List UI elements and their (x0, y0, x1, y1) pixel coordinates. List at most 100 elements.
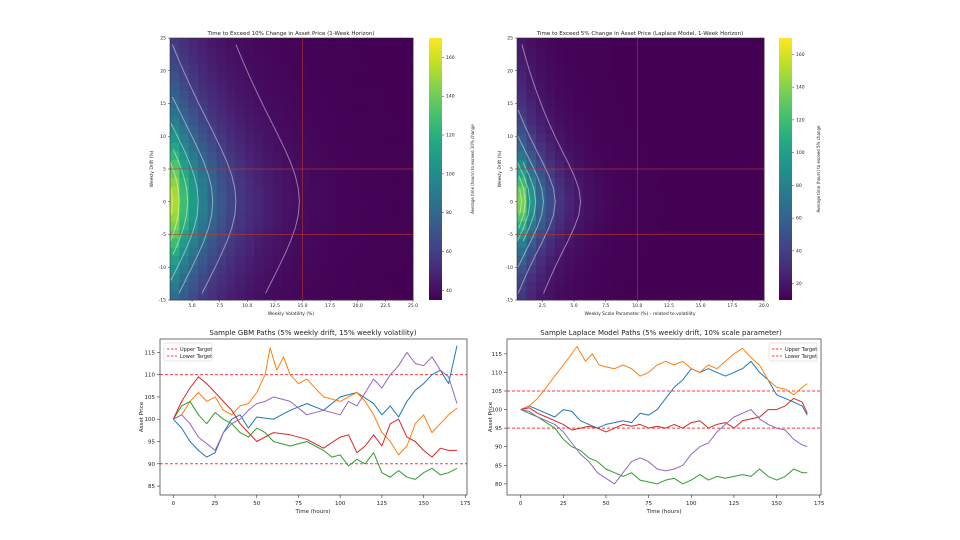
heatmap-cell (272, 55, 283, 65)
heatmap-cell (300, 212, 311, 222)
heatmap-cell (403, 169, 414, 179)
heatmap-cell (745, 142, 755, 152)
heatmap-cell (564, 247, 575, 257)
heatmap-cell (602, 46, 613, 56)
heatmap-cell (300, 107, 311, 117)
heatmap-cell (254, 90, 264, 100)
heatmap-cell (650, 134, 660, 144)
heatmap-cell (356, 195, 367, 205)
heatmap-cell (328, 142, 339, 152)
heatmap-cell (726, 81, 736, 91)
heatmap-cell (707, 38, 717, 48)
contour-line (516, 162, 531, 242)
heatmap-cell (170, 125, 180, 135)
heatmap-cell (545, 38, 556, 48)
y-tick-label: 95 (495, 426, 502, 432)
heatmap-cell (366, 247, 377, 257)
series-line (520, 397, 808, 433)
heatmap-cell (517, 125, 527, 135)
heatmap-cell (291, 221, 302, 231)
heatmap-cell (707, 125, 717, 135)
heatmap-cell (745, 212, 755, 222)
heatmap-cell (564, 195, 575, 205)
heatmap-cell (612, 212, 622, 222)
heatmap-cell (207, 221, 218, 231)
heatmap-cell (226, 238, 236, 248)
heatmap-cell (593, 160, 603, 170)
heatmap-cell (735, 72, 746, 83)
heatmap-cell (726, 212, 736, 222)
heatmap-cell (216, 160, 227, 170)
heatmap-cell (263, 90, 274, 100)
chart-title: Sample Laplace Model Paths (5% weekly dr… (540, 329, 782, 337)
heatmap-cell (555, 212, 565, 222)
heatmap-cell (356, 81, 367, 91)
heatmap-cell (678, 134, 689, 144)
colorbar-tick-label: 80 (446, 210, 452, 216)
heatmap-cell (216, 38, 227, 48)
heatmap-cell (612, 90, 622, 100)
heatmap-cell (347, 238, 358, 248)
x-tick-label: 175 (814, 501, 825, 507)
heatmap-cell (593, 256, 603, 266)
heatmap-cell (356, 151, 367, 161)
heatmap-cell (745, 134, 755, 144)
x-tick-label: 15.0 (298, 303, 308, 309)
heatmap-cell (678, 177, 689, 187)
heatmap-cell (282, 107, 292, 117)
heatmap-cell (226, 90, 236, 100)
heatmap-cell (300, 256, 311, 266)
y-tick-label: 100 (492, 408, 503, 414)
heatmap-cell (198, 55, 208, 65)
heatmap-cell (659, 203, 670, 214)
heatmap-cell (536, 238, 546, 248)
heatmap-cell (612, 195, 622, 205)
x-axis-label: Weekly Volatility (%) (268, 311, 315, 317)
heatmap-cell (263, 265, 274, 275)
heatmap-cell (338, 72, 348, 83)
chart-title: Sample GBM Paths (5% weekly drift, 15% w… (209, 329, 416, 337)
heatmap-cell (650, 116, 660, 126)
heatmap-cell (291, 273, 302, 283)
heatmap-cell (384, 125, 395, 135)
heatmap-cell (697, 256, 708, 266)
heatmap-cell (272, 221, 283, 231)
heatmap-cell (188, 142, 199, 152)
heatmap-cell (678, 142, 689, 152)
heatmap-cell (602, 55, 613, 65)
heatmap-cell (170, 38, 180, 48)
y-tick-label: 115 (492, 352, 503, 358)
x-tick-label: 10.0 (242, 303, 252, 309)
heatmap-cell (244, 134, 255, 144)
heatmap-cell (602, 125, 613, 135)
heatmap-cell (612, 265, 622, 275)
heatmap-cell (198, 116, 208, 126)
heatmap-cell (612, 221, 622, 231)
heatmap-cell (244, 238, 255, 248)
heatmap-cell (300, 221, 311, 231)
heatmap-cell (726, 64, 736, 74)
heatmap-cell (384, 134, 395, 144)
heatmap-cell (216, 99, 227, 109)
x-tick-label: 15.0 (696, 303, 706, 309)
heatmap-cell (328, 46, 339, 56)
heatmap-cell (347, 64, 358, 74)
heatmap-cell (235, 203, 246, 214)
heatmap-cell (216, 72, 227, 83)
heatmap-cell (678, 195, 689, 205)
heatmap-cell (254, 212, 264, 222)
heatmap-cell (319, 116, 330, 126)
heatmap-cell (226, 177, 236, 187)
heatmap-cell (640, 169, 651, 179)
heatmap-cell (226, 195, 236, 205)
y-tick-label: 0 (510, 199, 513, 205)
heatmap-cell (602, 107, 613, 117)
heatmap-cell (338, 238, 348, 248)
heatmap-cell (735, 169, 746, 179)
heatmap-cell (745, 151, 755, 161)
heatmap-cell (688, 195, 698, 205)
heatmap-cell (366, 203, 377, 214)
heatmap-cell (574, 142, 584, 152)
heatmap-cell (574, 81, 584, 91)
heatmap-cell (517, 55, 527, 65)
